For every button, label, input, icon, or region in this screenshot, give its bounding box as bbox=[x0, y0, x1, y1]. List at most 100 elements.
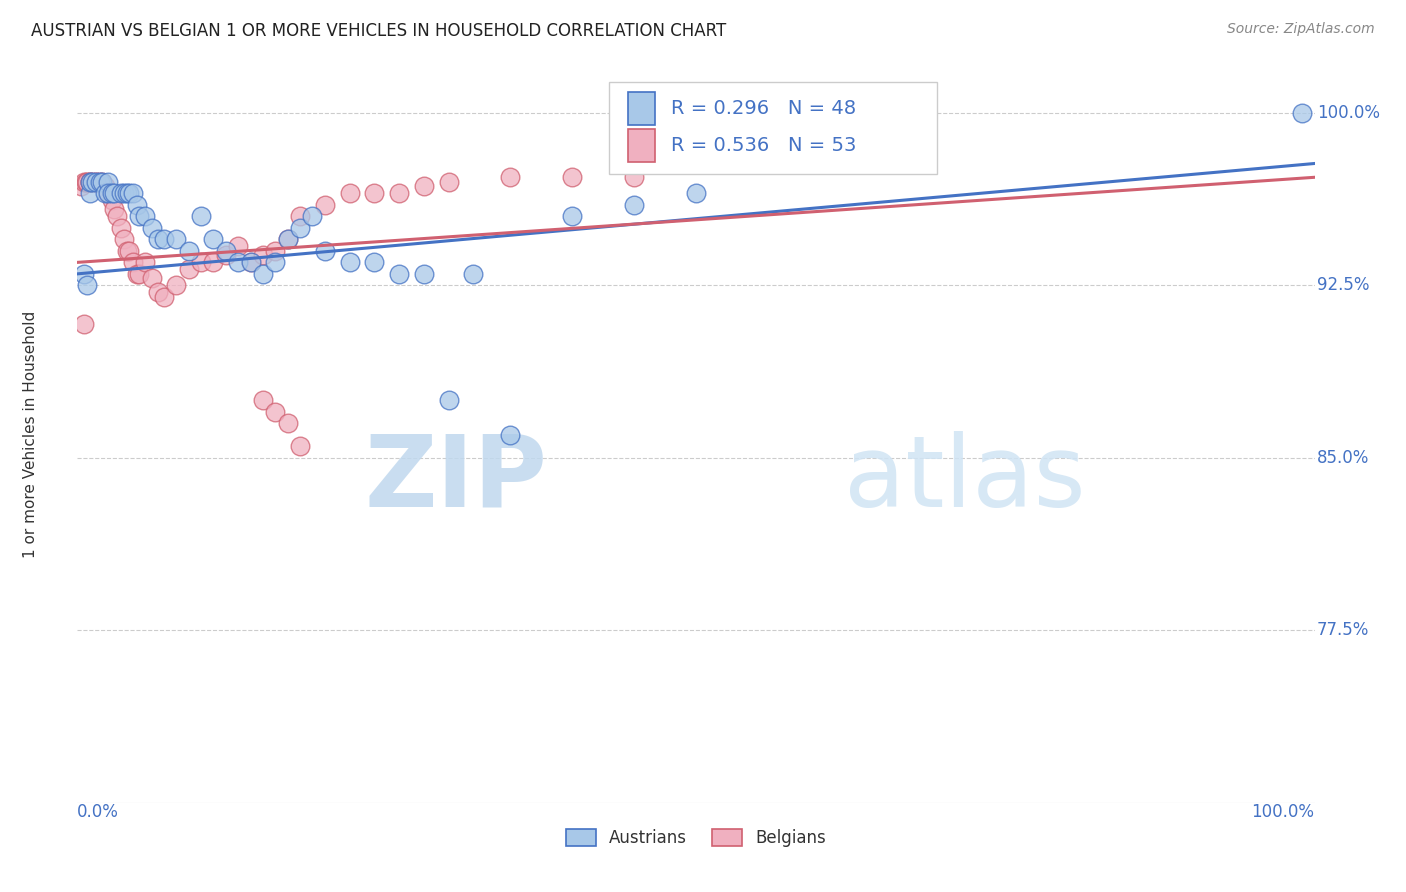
Point bbox=[97, 186, 120, 201]
Point bbox=[84, 175, 107, 189]
Point bbox=[91, 175, 114, 189]
Point bbox=[97, 175, 120, 189]
Point bbox=[239, 255, 262, 269]
Point bbox=[264, 244, 287, 258]
Point bbox=[72, 267, 94, 281]
Point bbox=[141, 271, 163, 285]
Point bbox=[93, 186, 115, 201]
Point bbox=[252, 393, 274, 408]
Point bbox=[388, 267, 411, 281]
Point bbox=[110, 186, 132, 201]
Point bbox=[623, 198, 645, 212]
Point bbox=[363, 255, 385, 269]
Point bbox=[76, 278, 98, 293]
Point bbox=[141, 220, 163, 235]
Point bbox=[226, 255, 249, 269]
Point bbox=[202, 232, 225, 246]
Point bbox=[685, 186, 707, 201]
Point bbox=[97, 186, 120, 201]
Point bbox=[103, 202, 125, 217]
Text: atlas: atlas bbox=[845, 431, 1085, 527]
Point bbox=[134, 255, 156, 269]
Point bbox=[499, 170, 522, 185]
Point bbox=[277, 232, 299, 246]
Text: 77.5%: 77.5% bbox=[1317, 622, 1369, 640]
Bar bbox=[628, 92, 655, 126]
Point bbox=[128, 210, 150, 224]
Point bbox=[215, 248, 238, 262]
Point bbox=[277, 232, 299, 246]
Point bbox=[122, 255, 145, 269]
Point bbox=[412, 179, 434, 194]
Point bbox=[215, 244, 238, 258]
Point bbox=[437, 393, 460, 408]
Point bbox=[153, 290, 176, 304]
Point bbox=[84, 175, 107, 189]
Point bbox=[118, 186, 141, 201]
Bar bbox=[628, 129, 655, 162]
Text: 100.0%: 100.0% bbox=[1251, 803, 1315, 821]
Point bbox=[110, 220, 132, 235]
Point bbox=[105, 210, 128, 224]
Point bbox=[288, 439, 311, 453]
Text: 0.0%: 0.0% bbox=[77, 803, 120, 821]
Point bbox=[202, 255, 225, 269]
Point bbox=[363, 186, 385, 201]
Point bbox=[72, 175, 94, 189]
Point bbox=[112, 186, 135, 201]
Point bbox=[125, 267, 148, 281]
Point bbox=[252, 248, 274, 262]
Point bbox=[79, 175, 101, 189]
Point bbox=[264, 255, 287, 269]
Point bbox=[128, 267, 150, 281]
Point bbox=[115, 244, 138, 258]
Point bbox=[165, 278, 187, 293]
Point bbox=[301, 210, 323, 224]
Point bbox=[499, 427, 522, 442]
Point bbox=[89, 175, 111, 189]
Point bbox=[412, 267, 434, 281]
Point bbox=[1291, 106, 1313, 120]
Text: AUSTRIAN VS BELGIAN 1 OR MORE VEHICLES IN HOUSEHOLD CORRELATION CHART: AUSTRIAN VS BELGIAN 1 OR MORE VEHICLES I… bbox=[31, 22, 725, 40]
Point bbox=[79, 186, 101, 201]
Point bbox=[165, 232, 187, 246]
Point bbox=[122, 186, 145, 201]
Point bbox=[125, 198, 148, 212]
Point bbox=[112, 232, 135, 246]
Text: 100.0%: 100.0% bbox=[1317, 103, 1381, 122]
Point bbox=[134, 210, 156, 224]
Point bbox=[388, 186, 411, 201]
Point bbox=[70, 179, 93, 194]
Point bbox=[115, 186, 138, 201]
Point bbox=[93, 179, 115, 194]
Text: Source: ZipAtlas.com: Source: ZipAtlas.com bbox=[1227, 22, 1375, 37]
Point bbox=[314, 244, 336, 258]
Point bbox=[84, 175, 107, 189]
Text: 85.0%: 85.0% bbox=[1317, 449, 1369, 467]
Point bbox=[103, 186, 125, 201]
Text: 1 or more Vehicles in Household: 1 or more Vehicles in Household bbox=[22, 311, 38, 558]
Text: ZIP: ZIP bbox=[364, 431, 547, 527]
Point bbox=[463, 267, 485, 281]
Point bbox=[561, 210, 583, 224]
Point bbox=[146, 285, 169, 300]
Point bbox=[437, 175, 460, 189]
Point bbox=[82, 175, 104, 189]
Point bbox=[339, 186, 361, 201]
Point bbox=[288, 210, 311, 224]
Point bbox=[239, 255, 262, 269]
Point bbox=[79, 175, 101, 189]
Point bbox=[561, 170, 583, 185]
Point bbox=[314, 198, 336, 212]
Point bbox=[79, 175, 101, 189]
Point bbox=[82, 175, 104, 189]
Point bbox=[91, 175, 114, 189]
Point bbox=[89, 175, 111, 189]
Point bbox=[190, 210, 212, 224]
Point bbox=[177, 244, 200, 258]
Point bbox=[72, 318, 94, 332]
Text: R = 0.296   N = 48: R = 0.296 N = 48 bbox=[671, 99, 856, 119]
Point bbox=[277, 417, 299, 431]
FancyBboxPatch shape bbox=[609, 81, 938, 174]
Point bbox=[288, 220, 311, 235]
